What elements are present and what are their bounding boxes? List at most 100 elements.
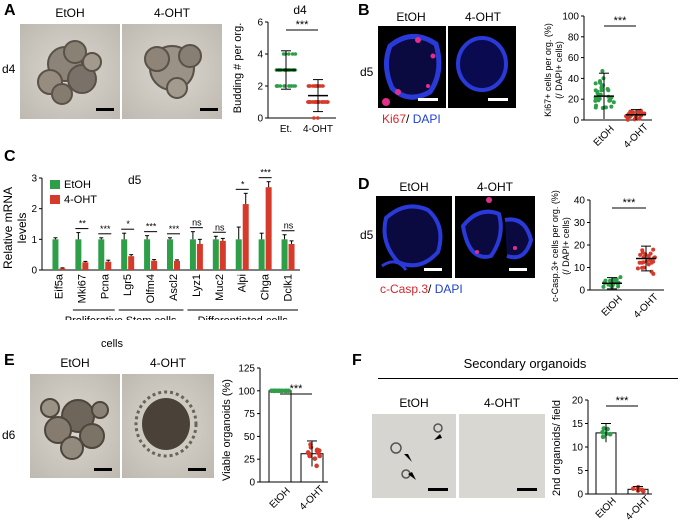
x-tick-label: EtOH <box>592 124 617 149</box>
data-point <box>325 100 330 104</box>
significance-label: *** <box>100 224 111 234</box>
group-label: Proliferative <box>65 315 123 320</box>
data-point <box>287 52 291 56</box>
bar <box>212 239 219 270</box>
data-point <box>601 426 607 431</box>
stain-separator: / <box>428 282 432 296</box>
data-point <box>609 104 614 109</box>
panel-d-timepoint: d5 <box>360 228 374 242</box>
data-point <box>601 76 606 81</box>
y-tick-label: 20 <box>574 241 586 252</box>
panel-f-ylabel: 2nd organoids/ field <box>551 400 563 496</box>
panel-e-ylabel: Viable organoids (%) <box>221 379 233 481</box>
panel-a-label: A <box>4 2 16 19</box>
x-tick-label: Ascl2 <box>168 274 180 301</box>
y-tick-label: 10 <box>574 263 586 274</box>
bar <box>219 240 226 270</box>
significance-label: *** <box>146 222 157 232</box>
data-point <box>611 100 616 105</box>
data-point <box>603 105 608 110</box>
y-tick-label: 75 <box>244 409 256 420</box>
bar <box>151 260 158 270</box>
bar <box>281 239 288 270</box>
y-tick-label: 6 <box>257 18 263 29</box>
scale-bar <box>517 488 537 491</box>
bar <box>288 243 295 270</box>
y-tick-label: 3 <box>31 174 37 185</box>
y-tick-label: 30 <box>574 218 586 229</box>
data-point <box>307 453 312 459</box>
legend-swatch <box>50 180 60 189</box>
data-point <box>315 116 320 120</box>
significance-label: *** <box>296 19 310 31</box>
data-point <box>593 81 598 86</box>
data-point <box>638 109 643 114</box>
data-point <box>321 84 325 88</box>
y-tick-label: 2 <box>257 82 263 93</box>
data-point <box>307 100 312 104</box>
data-point <box>607 98 612 103</box>
data-point <box>600 68 605 73</box>
panel-e-group1-header: EtOH <box>60 356 90 370</box>
bar <box>105 261 112 270</box>
y-tick-label: 40 <box>568 74 580 85</box>
data-point <box>643 252 648 257</box>
data-point <box>646 262 651 267</box>
panel-f-group1-header: EtOH <box>399 396 429 410</box>
data-point <box>593 105 598 110</box>
x-tick-label: EtOH <box>268 486 293 511</box>
group-label: Stem cells <box>126 315 177 320</box>
bar <box>75 239 82 270</box>
x-tick-label: Eif5a <box>53 273 65 299</box>
x-tick-label: Dclk1 <box>283 274 295 302</box>
panel-e-timepoint: d6 <box>2 428 16 442</box>
panel-f-group2-header: 4-OHT <box>484 396 520 410</box>
data-point <box>600 434 606 440</box>
significance-label: * <box>126 219 130 229</box>
y-tick-label: 15 <box>572 419 584 430</box>
scale-bar <box>94 468 112 471</box>
y-tick-label: 2 <box>31 204 37 215</box>
significance-label: * <box>241 179 245 189</box>
y-tick-label: 4 <box>257 50 263 61</box>
data-point <box>637 116 642 121</box>
panel-b-ylabel: Ki67+ cells per org. (%) (/ DAPI+ cells) <box>543 23 564 117</box>
data-point <box>286 388 291 394</box>
scale-bar <box>428 488 448 491</box>
data-point <box>310 84 315 88</box>
bar <box>59 268 66 270</box>
panel-a-group2-header: 4-OHT <box>154 6 190 20</box>
panel-d-group1-header: EtOH <box>399 180 429 194</box>
x-tick-label: Lyz1 <box>191 274 203 297</box>
panel-b-group2-header: 4-OHT <box>465 10 501 24</box>
panel-e-group2-header: 4-OHT <box>150 356 186 370</box>
x-tick-label: Muc2 <box>214 274 226 301</box>
y-tick-label: 0 <box>31 266 37 277</box>
x-tick-label: Chga <box>260 273 272 300</box>
panel-d-4oht-micrograph <box>455 196 535 278</box>
panel-f-etoh-micrograph <box>372 414 456 498</box>
bar <box>121 239 128 270</box>
scale-bar <box>96 108 114 111</box>
significance-label: *** <box>169 224 180 234</box>
panel-b-stain-legend: Ki67/ DAPI <box>382 112 441 126</box>
data-point <box>641 260 646 265</box>
bar <box>174 260 180 270</box>
data-point <box>635 266 640 271</box>
significance-label: *** <box>260 168 271 178</box>
significance-label: ** <box>79 219 87 229</box>
scale-bar <box>418 98 438 101</box>
panel-f-chart: 2nd organoids/ field 0 5 10 15 20 EtOH 4-OHT **… <box>551 395 653 522</box>
data-point <box>599 88 604 93</box>
panel-c-label: C <box>4 148 16 165</box>
x-tick-label: 4-OHT <box>624 494 653 522</box>
data-point <box>651 247 656 252</box>
panel-f-4oht-micrograph <box>459 414 545 498</box>
data-point <box>274 84 279 88</box>
data-point <box>278 84 283 88</box>
x-tick-label: 4-OHT <box>632 292 661 320</box>
panel-b-timepoint: d5 <box>360 65 374 79</box>
panel-a-group1-header: EtOH <box>55 6 85 20</box>
stain-dapi: DAPI <box>412 112 441 126</box>
data-point <box>293 84 297 88</box>
